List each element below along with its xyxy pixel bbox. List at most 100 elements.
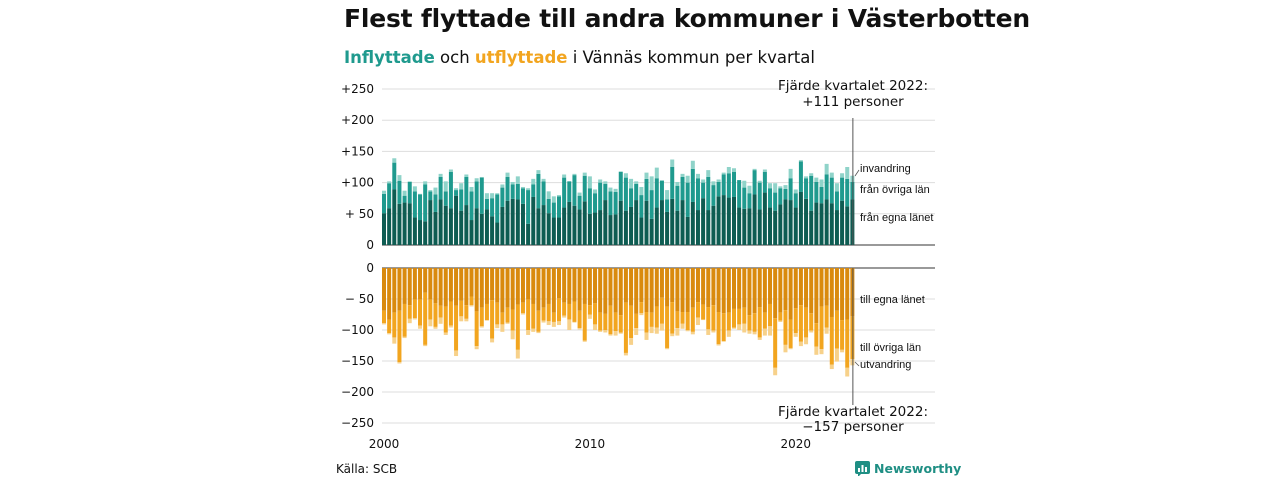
bar-in-segment: [551, 196, 556, 203]
bar-out-segment: [798, 305, 803, 342]
bar-out-segment: [644, 268, 649, 313]
bar-in-segment: [649, 190, 654, 219]
bar-out-segment: [829, 316, 834, 365]
bar-in-segment: [459, 183, 464, 190]
bar-in-segment: [448, 169, 453, 172]
bar-in-segment: [747, 185, 752, 194]
bar-out-segment: [793, 333, 798, 337]
bar-out-segment: [407, 318, 412, 324]
bar-out-segment: [428, 268, 433, 300]
bar-out-segment: [572, 321, 577, 323]
bar-out-segment: [840, 268, 845, 321]
bar-in-segment: [505, 172, 510, 177]
bar-out-segment: [773, 268, 778, 319]
bar-out-segment: [510, 330, 515, 340]
bar-out-segment: [788, 319, 793, 348]
bar-out-segment: [798, 268, 803, 306]
y-tick-label: +250: [341, 82, 374, 96]
bar-out-segment: [536, 268, 541, 311]
bar-out-segment: [582, 303, 587, 341]
bar-out-segment: [567, 303, 572, 320]
x-tick-label: 2020: [780, 437, 811, 451]
bar-in-segment: [768, 188, 773, 208]
bar-in-segment: [726, 167, 731, 174]
subtitle-rest: i Vännäs kommun per kvartal: [567, 48, 815, 67]
bar-out-segment: [819, 268, 824, 307]
bar-out-segment: [824, 305, 829, 328]
bar-in-segment: [598, 182, 603, 211]
bar-out-segment: [840, 349, 845, 353]
bar-out-segment: [644, 332, 649, 340]
bar-in-segment: [562, 207, 567, 245]
bar-in-segment: [520, 188, 525, 204]
bar-out-segment: [392, 312, 397, 338]
bar-out-segment: [659, 323, 664, 331]
bar-in-segment: [587, 188, 592, 214]
bar-in-segment: [737, 180, 742, 208]
callout-top-line2: +111 personer: [802, 94, 904, 110]
bar-out-segment: [423, 292, 428, 345]
bar-in-segment: [510, 198, 515, 245]
bar-out-segment: [768, 268, 773, 304]
bar-out-segment: [469, 305, 474, 307]
bar-in-segment: [402, 190, 407, 196]
bar-out-segment: [510, 268, 515, 310]
bar-in-segment: [464, 176, 469, 206]
bar-in-segment: [454, 190, 459, 196]
bar-out-segment: [685, 330, 690, 332]
bar-in-segment: [392, 162, 397, 190]
bar-in-segment: [618, 171, 623, 201]
bar-out-segment: [768, 326, 773, 336]
bar-in-segment: [834, 210, 839, 245]
bar-in-segment: [732, 171, 736, 197]
bar-in-segment: [490, 198, 495, 217]
bar-out-segment: [598, 268, 603, 313]
y-tick-label: + 50: [345, 207, 374, 221]
bar-out-segment: [484, 268, 489, 304]
bar-in-segment: [557, 217, 561, 245]
bar-in-segment: [484, 209, 489, 245]
x-tick-label: 2010: [575, 437, 606, 451]
bar-in-segment: [634, 183, 639, 201]
bar-in-segment: [804, 176, 809, 179]
bar-in-segment: [608, 191, 613, 216]
bar-in-segment: [834, 191, 839, 211]
bar-out-segment: [531, 268, 536, 304]
bar-out-segment: [438, 268, 443, 306]
bar-in-segment: [618, 171, 623, 172]
bar-in-segment: [459, 189, 464, 211]
bar-out-segment: [670, 268, 675, 303]
bar-out-segment: [567, 268, 572, 304]
bar-in-segment: [840, 177, 845, 201]
bar-out-segment: [382, 268, 386, 311]
bar-out-segment: [788, 268, 793, 320]
bar-out-segment: [814, 323, 819, 347]
bar-out-segment: [443, 268, 448, 307]
bar-out-segment: [809, 330, 814, 333]
bar-out-segment: [546, 268, 551, 304]
bar-in-segment: [572, 173, 577, 176]
bar-in-segment: [515, 199, 520, 245]
bar-in-segment: [798, 161, 803, 192]
bar-out-segment: [520, 268, 525, 303]
bar-in-segment: [603, 183, 608, 201]
bar-in-segment: [778, 188, 783, 205]
bar-out-segment: [798, 341, 803, 347]
bar-in-segment: [685, 216, 690, 245]
bar-out-segment: [762, 268, 767, 313]
bar-in-segment: [382, 190, 386, 194]
bar-out-segment: [726, 268, 731, 313]
bar-in-segment: [500, 206, 505, 245]
bar-in-segment: [397, 175, 402, 181]
bar-out-segment: [618, 332, 623, 334]
bar-in-segment: [706, 170, 711, 177]
bar-out-segment: [716, 268, 721, 313]
y-tick-label: +150: [341, 144, 374, 158]
bar-out-segment: [742, 268, 747, 308]
y-tick-label: −150: [341, 354, 374, 368]
y-tick-label: − 50: [345, 292, 374, 306]
bar-in-segment: [397, 180, 402, 204]
bar-in-segment: [644, 172, 649, 179]
bar-out-segment: [665, 306, 670, 348]
bar-in-segment: [680, 173, 685, 177]
